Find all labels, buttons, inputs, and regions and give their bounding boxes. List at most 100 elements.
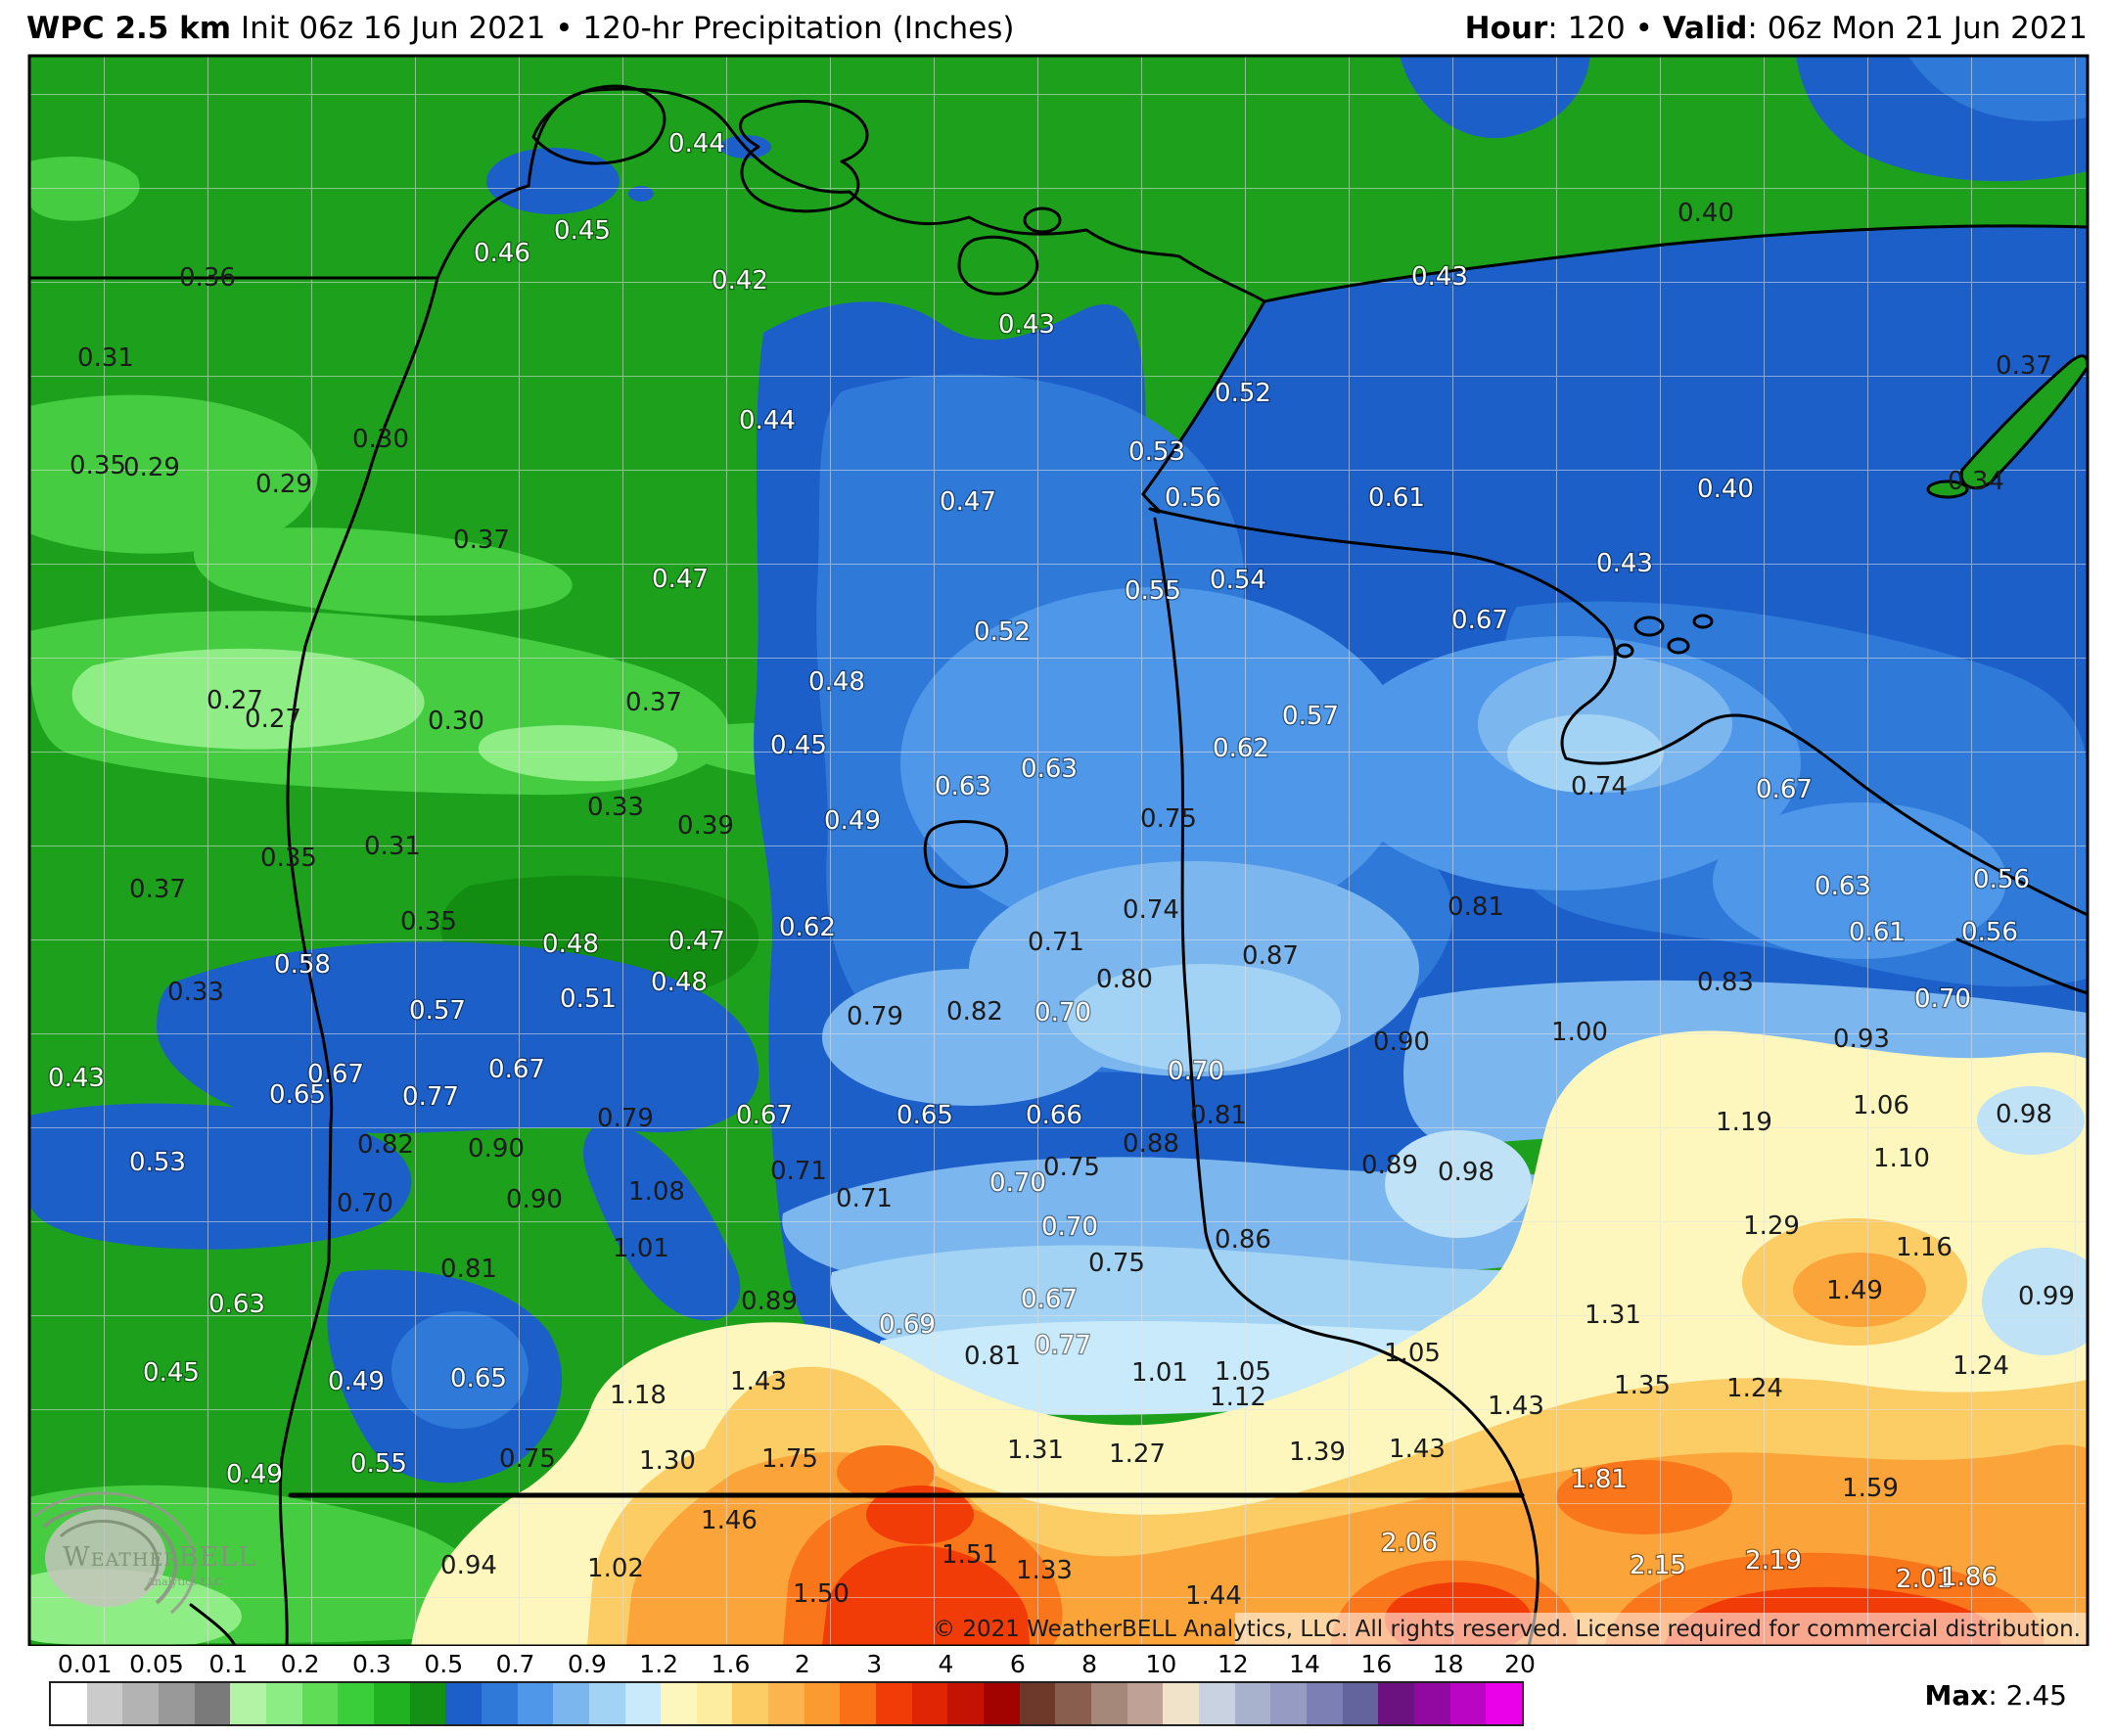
precip-value-label: 0.30 [428,707,484,736]
precip-value-label: 0.87 [1242,941,1299,971]
precip-value-label: 0.29 [123,453,180,482]
precip-value-label: 1.00 [1551,1018,1608,1047]
precip-value-label: 0.67 [1451,606,1508,635]
precip-value-label: 0.63 [208,1290,265,1319]
legend-swatch [1234,1683,1271,1724]
legend-tick: 10 [1145,1650,1177,1678]
precip-value-label: 0.89 [741,1287,798,1316]
max-label: Max [1924,1679,1989,1712]
state-borders [29,84,2088,1646]
precip-value-label: 0.57 [1282,702,1339,731]
precip-value-label: 1.01 [1131,1358,1188,1388]
precip-value-label: 0.47 [668,927,725,956]
legend-swatch [1413,1683,1450,1724]
precip-value-label: 0.82 [946,997,1003,1027]
legend-swatch [947,1683,985,1724]
legend-tick: 0.9 [567,1650,607,1678]
precip-value-label: 1.24 [1726,1374,1783,1403]
precip-value-label: 0.81 [440,1255,497,1284]
precip-value-label: 0.33 [167,978,224,1007]
precip-value-label: 0.63 [935,772,991,801]
legend-swatch [445,1683,482,1724]
precip-value-label: 0.88 [1123,1129,1179,1159]
copyright-text: © 2021 WeatherBELL Analytics, LLC. All r… [933,1617,2081,1642]
precip-value-label: 0.74 [1123,895,1179,925]
precip-value-label: 1.05 [1384,1339,1441,1368]
precip-value-label: 0.27 [207,686,263,715]
precip-value-label: 1.46 [701,1506,758,1535]
legend-tick: 1.6 [711,1650,751,1678]
precip-value-label: 0.36 [179,263,236,293]
precip-value-label: 0.55 [1125,576,1181,606]
precip-value-label: 1.08 [628,1177,685,1207]
precip-value-label: 0.93 [1833,1025,1890,1054]
valid-label: Valid [1662,10,1748,46]
precip-value-label: 0.66 [1026,1101,1082,1130]
precip-value-label: 0.98 [1438,1158,1494,1187]
precip-value-label: 0.79 [597,1104,654,1133]
legend-swatch [1486,1683,1522,1724]
legend-swatch [1270,1683,1307,1724]
precip-value-label: 0.52 [1215,379,1271,408]
legend-tick: 0.1 [208,1650,249,1678]
precip-value-label: 1.06 [1853,1091,1909,1120]
county-grid [29,56,2088,1646]
precip-value-label: 1.44 [1185,1581,1242,1611]
precip-value-label: 0.42 [712,266,768,296]
precip-value-label: 0.77 [1034,1331,1091,1360]
precip-value-label: 0.77 [402,1082,459,1112]
precip-value-label: 0.44 [668,129,725,159]
copyright-bar: © 2021 WeatherBELL Analytics, LLC. All r… [933,1613,2088,1646]
legend-swatch [624,1683,662,1724]
precip-value-label: 0.62 [1213,734,1269,763]
precip-value-label: 0.69 [879,1310,936,1340]
precip-value-label: 0.70 [337,1189,393,1218]
legend-swatch [86,1683,123,1724]
precip-value-label: 0.37 [625,688,682,717]
precip-value-label: 1.12 [1210,1383,1266,1412]
precip-value-label: 0.48 [808,667,865,697]
precip-value-label: 0.99 [2018,1282,2075,1311]
precip-value-label: 1.50 [793,1579,850,1609]
legend-tick: 4 [938,1650,954,1678]
precip-value-label: 1.81 [1571,1465,1628,1494]
precip-value-label: 0.71 [1028,928,1084,957]
legend-swatch [1019,1683,1056,1724]
precip-value-label: 1.10 [1873,1144,1930,1173]
precip-value-label: 1.16 [1896,1233,1953,1262]
precip-value-label: 0.48 [651,968,708,997]
precip-value-label: 0.61 [1368,483,1425,513]
legend-swatch [1199,1683,1235,1724]
legend-swatch [804,1683,841,1724]
precip-value-label: 0.65 [896,1101,953,1130]
precip-value-label: 0.55 [350,1449,407,1479]
legend-tick: 20 [1504,1650,1536,1678]
precip-value-label: 0.71 [770,1157,827,1186]
precip-value-label: 0.82 [357,1130,414,1160]
hour-label: Hour [1464,10,1548,46]
legend-swatch [1126,1683,1164,1724]
legend-swatch [301,1683,339,1724]
map-canvas: WeatherBELL Analytics LLC © 2021 Weather… [29,56,2088,1646]
precip-value-label: 0.81 [1190,1101,1247,1130]
valid-value: : 06z Mon 21 Jun 2021 [1747,10,2088,46]
legend-tick: 0.3 [352,1650,391,1678]
precip-value-label: 0.90 [468,1134,525,1164]
legend-tick: 3 [866,1650,883,1678]
precip-value-label: 0.75 [1043,1153,1100,1182]
precip-value-label: 0.71 [836,1184,893,1213]
legend-colorbar [49,1681,1524,1726]
precip-value-label: 0.75 [499,1444,556,1474]
precip-value-label: 0.37 [1996,351,2052,381]
precip-value-label: 0.98 [1996,1100,2052,1129]
precip-value-label: 0.37 [453,525,510,555]
precip-value-label: 0.31 [77,343,134,373]
precip-value-label: 0.35 [260,844,317,873]
legend-swatch [1163,1683,1199,1724]
precip-value-label: 0.70 [1041,1212,1098,1242]
precip-value-label: 2.01 [1896,1565,1953,1594]
precip-value-label: 0.67 [1756,775,1813,804]
precip-value-label: 2.15 [1630,1551,1686,1580]
precip-value-label: 2.06 [1381,1529,1438,1558]
precip-value-label: 0.53 [129,1148,186,1177]
